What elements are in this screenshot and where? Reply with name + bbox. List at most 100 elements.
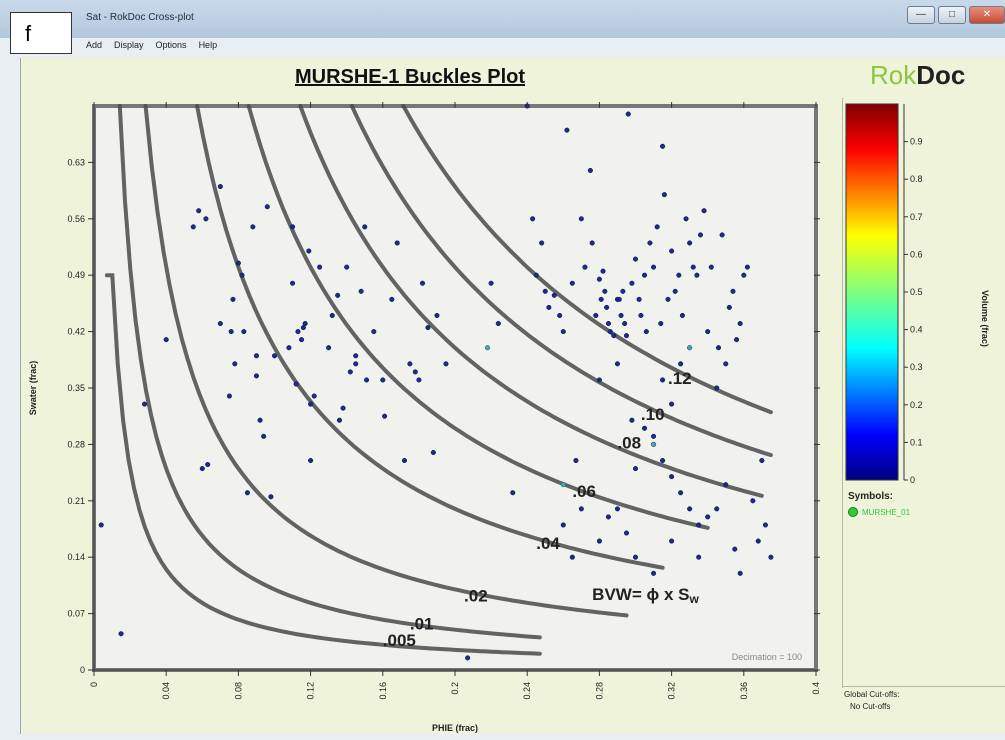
y-tick-label: 0	[80, 665, 85, 675]
cutoffs-title: Global Cut-offs:	[844, 690, 900, 699]
data-point	[271, 353, 278, 359]
data-point	[539, 240, 545, 246]
symbols-title: Symbols:	[848, 491, 894, 502]
x-tick-label: 0.24	[522, 682, 532, 700]
data-point	[416, 377, 422, 383]
data-point	[573, 457, 579, 464]
data-point	[326, 345, 332, 351]
data-point	[118, 631, 124, 637]
x-tick-label: 0.28	[594, 682, 604, 700]
data-point	[602, 288, 608, 294]
data-point	[228, 329, 234, 335]
data-point	[465, 655, 471, 661]
colorbar-tick-label: 0.4	[910, 325, 923, 335]
data-point	[578, 506, 584, 512]
data-point	[163, 337, 169, 343]
data-point	[488, 280, 494, 286]
data-point	[394, 240, 400, 246]
data-point	[694, 272, 700, 278]
data-point	[719, 232, 725, 238]
menu-help[interactable]: Help	[198, 40, 218, 50]
bvw-curve-label: .01	[410, 615, 434, 634]
data-point	[336, 417, 343, 423]
data-point	[344, 264, 350, 270]
menu-options[interactable]: Options	[155, 40, 187, 50]
y-tick-label: 0.28	[67, 439, 85, 449]
menu-add[interactable]: Add	[86, 40, 103, 50]
data-point	[268, 494, 274, 500]
data-point	[715, 345, 722, 351]
close-button[interactable]: ✕	[969, 6, 1005, 24]
data-point	[651, 433, 657, 439]
data-point	[605, 320, 611, 327]
y-tick-label: 0.14	[67, 552, 85, 562]
data-point	[250, 224, 256, 230]
cutoffs-panel: Global Cut-offs: No Cut-offs	[842, 686, 1005, 714]
data-point	[683, 216, 689, 222]
data-point	[353, 361, 359, 367]
data-point	[569, 280, 575, 286]
data-point	[290, 280, 296, 286]
data-point	[618, 312, 624, 319]
data-point	[687, 345, 693, 351]
data-point	[244, 490, 250, 496]
data-point	[690, 264, 696, 270]
data-point	[589, 240, 595, 246]
bvw-curve-10	[349, 104, 773, 458]
data-point	[714, 385, 720, 391]
brand-logo: RokDoc	[870, 60, 966, 90]
data-point	[768, 554, 774, 560]
symbol-item[interactable]: MURSHE_01	[848, 507, 910, 517]
data-point	[546, 304, 552, 310]
menu-display[interactable]: Display	[114, 40, 144, 50]
data-point	[217, 184, 223, 190]
data-point	[484, 345, 491, 351]
bvw-curve-label: .06	[572, 482, 596, 501]
data-point	[311, 393, 317, 399]
data-point	[412, 369, 418, 375]
data-point	[226, 393, 232, 399]
minimize-button[interactable]: —	[907, 6, 935, 24]
data-point	[253, 353, 260, 359]
y-tick-label: 0.56	[67, 214, 85, 224]
bvw-curve-04	[195, 104, 665, 570]
data-point	[308, 457, 314, 464]
data-point	[762, 522, 769, 528]
colorbar-tick-label: 0.1	[910, 437, 923, 447]
data-point	[744, 264, 750, 270]
data-point	[190, 224, 196, 230]
data-point	[714, 506, 720, 512]
data-point	[306, 248, 312, 254]
data-point	[557, 312, 563, 319]
data-point	[723, 361, 729, 367]
data-point	[203, 216, 209, 222]
data-point	[290, 224, 296, 230]
data-point	[495, 320, 501, 327]
data-point	[430, 449, 436, 456]
data-point	[389, 296, 395, 302]
data-point	[622, 320, 628, 327]
data-point	[593, 312, 599, 319]
data-point	[239, 272, 245, 278]
bvw-curve-label: .02	[464, 587, 488, 606]
data-point	[620, 288, 626, 294]
data-point	[641, 425, 648, 431]
data-point	[347, 369, 353, 375]
maximize-button[interactable]: □	[938, 6, 966, 24]
bvw-curve-label: .005	[383, 631, 416, 650]
bvw-curve-label: .10	[641, 405, 665, 424]
data-point	[299, 337, 305, 343]
data-point	[253, 373, 260, 379]
data-point	[737, 570, 743, 576]
data-point	[542, 288, 548, 294]
data-point	[364, 377, 370, 383]
data-point	[199, 466, 205, 472]
data-point	[141, 401, 148, 407]
data-point	[560, 482, 566, 488]
data-point	[235, 260, 241, 266]
bvw-curve-12	[401, 104, 773, 415]
bvw-curve-01	[117, 104, 542, 640]
data-point	[560, 329, 566, 335]
